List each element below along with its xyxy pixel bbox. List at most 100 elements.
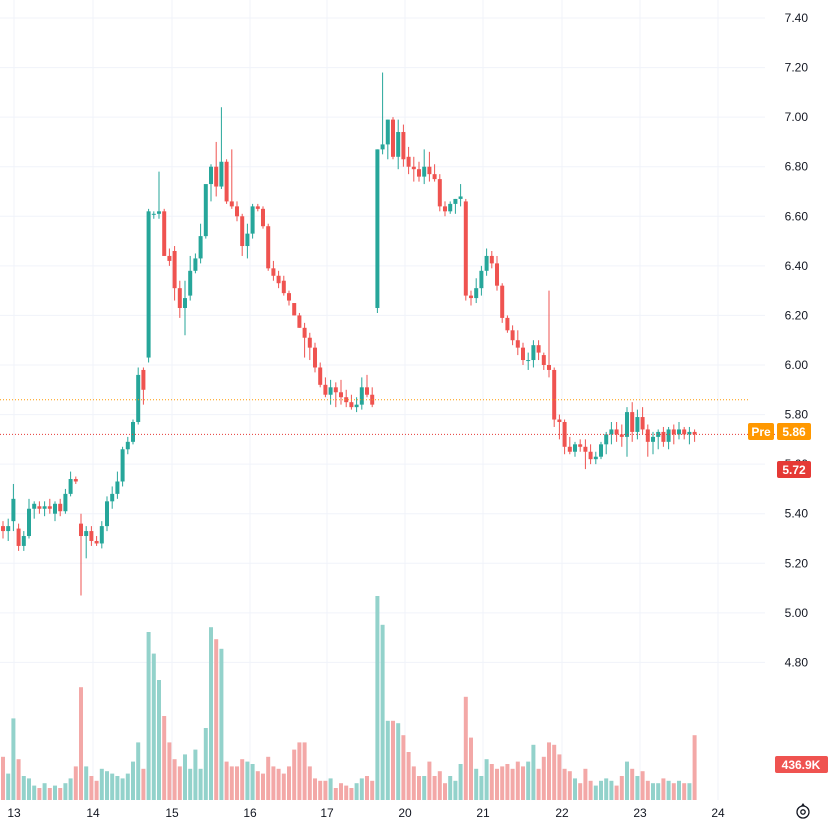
volume-bar <box>58 788 63 800</box>
candle-body <box>302 327 307 338</box>
candle-body <box>47 506 52 509</box>
pre-market-label: Pre <box>751 425 771 439</box>
last-price-badge: 5.72 <box>777 461 811 478</box>
volume-bar <box>328 778 333 800</box>
candle-body <box>640 417 645 430</box>
candle-body <box>391 119 395 157</box>
volume-bar <box>37 788 42 800</box>
candle-body <box>1 526 5 532</box>
candle-body <box>406 156 411 167</box>
volume-badge: 436.9K <box>775 756 828 773</box>
y-axis[interactable]: 7.407.207.006.806.606.406.206.005.805.60… <box>785 11 809 669</box>
candle-body <box>682 429 687 435</box>
volume-bar <box>443 783 447 800</box>
candle-body <box>115 481 120 494</box>
candle-body <box>396 132 401 157</box>
candle-body <box>235 206 239 217</box>
candle-body <box>292 303 297 316</box>
volume-bar <box>463 696 468 800</box>
candle-body <box>318 367 323 385</box>
candle-body <box>73 479 78 482</box>
candle-body <box>105 501 109 527</box>
volume-bar <box>110 773 115 800</box>
candle-body <box>349 402 354 408</box>
candle-body <box>58 503 63 512</box>
volume-bar <box>240 759 245 800</box>
volume-bar <box>411 766 416 800</box>
volume-bar <box>47 788 52 800</box>
volume-bar <box>417 776 421 800</box>
volume-bar <box>484 759 489 800</box>
gear-icon[interactable] <box>796 803 810 819</box>
volume-bar <box>292 749 297 800</box>
candle-body <box>365 387 369 395</box>
volume-bar <box>42 783 47 800</box>
y-tick-label: 7.40 <box>785 11 809 25</box>
candle-body <box>21 536 26 546</box>
volume-bar <box>453 780 458 800</box>
volume-bar <box>344 785 349 800</box>
candle-body <box>453 198 458 204</box>
volume-bar <box>162 716 167 800</box>
candle-body <box>432 174 437 180</box>
volume-bar <box>11 718 16 800</box>
volume-bar <box>474 768 479 800</box>
volume-bar <box>370 780 375 800</box>
candle-body <box>661 431 666 442</box>
volume-bar <box>94 780 99 800</box>
volume-bar <box>141 768 146 800</box>
volume-bar <box>193 749 198 800</box>
candle-body <box>110 493 115 502</box>
candle-body <box>541 355 546 365</box>
volume-bar <box>136 742 141 800</box>
volume-bar <box>541 756 546 800</box>
volume-bar <box>53 785 57 800</box>
volume-bar <box>307 766 312 800</box>
volume-bar <box>469 737 473 800</box>
y-tick-label: 5.20 <box>785 556 809 570</box>
volume-bar <box>333 788 338 800</box>
volume-bar <box>214 639 219 800</box>
candle-body <box>557 419 562 423</box>
volume-bar <box>604 778 609 800</box>
candle-body <box>635 417 640 432</box>
volume-bar <box>365 776 369 800</box>
candle-body <box>250 206 255 234</box>
volume-bar <box>229 766 234 800</box>
volume-bar <box>281 773 286 800</box>
volume-bar <box>406 752 411 800</box>
candle-body <box>162 211 167 256</box>
volume-bar <box>339 783 343 800</box>
volume-bar <box>536 768 541 800</box>
volume-bar <box>276 768 281 800</box>
candle-body <box>42 506 47 509</box>
volume-bar <box>630 768 635 800</box>
volume-bar <box>510 768 515 800</box>
candle-body <box>63 493 68 512</box>
candle-body <box>94 540 99 544</box>
candle-body <box>188 270 193 296</box>
volume-bar <box>313 778 317 800</box>
volume-bar <box>266 756 271 800</box>
x-tick-label: 15 <box>165 806 179 820</box>
volume-bar <box>479 776 484 800</box>
candle-body <box>99 526 104 544</box>
candle-body <box>131 422 135 442</box>
volume-bar <box>1 756 5 800</box>
candle-body <box>146 211 151 358</box>
x-tick-label: 23 <box>633 806 647 820</box>
candle-body <box>219 161 224 187</box>
candle-body <box>79 523 83 537</box>
volume-bar <box>692 735 697 800</box>
volume-bar <box>235 766 239 800</box>
candle-body <box>599 444 603 457</box>
candle-body <box>344 397 349 403</box>
candle-body <box>479 270 484 289</box>
x-tick-label: 16 <box>243 806 257 820</box>
candle-body <box>687 431 692 435</box>
volume-bar <box>651 783 655 800</box>
x-axis[interactable]: 13 14 15 16 17 20 21 22 23 24 <box>7 806 725 820</box>
volume-bar <box>375 596 380 800</box>
y-tick-label: 5.80 <box>785 408 809 422</box>
